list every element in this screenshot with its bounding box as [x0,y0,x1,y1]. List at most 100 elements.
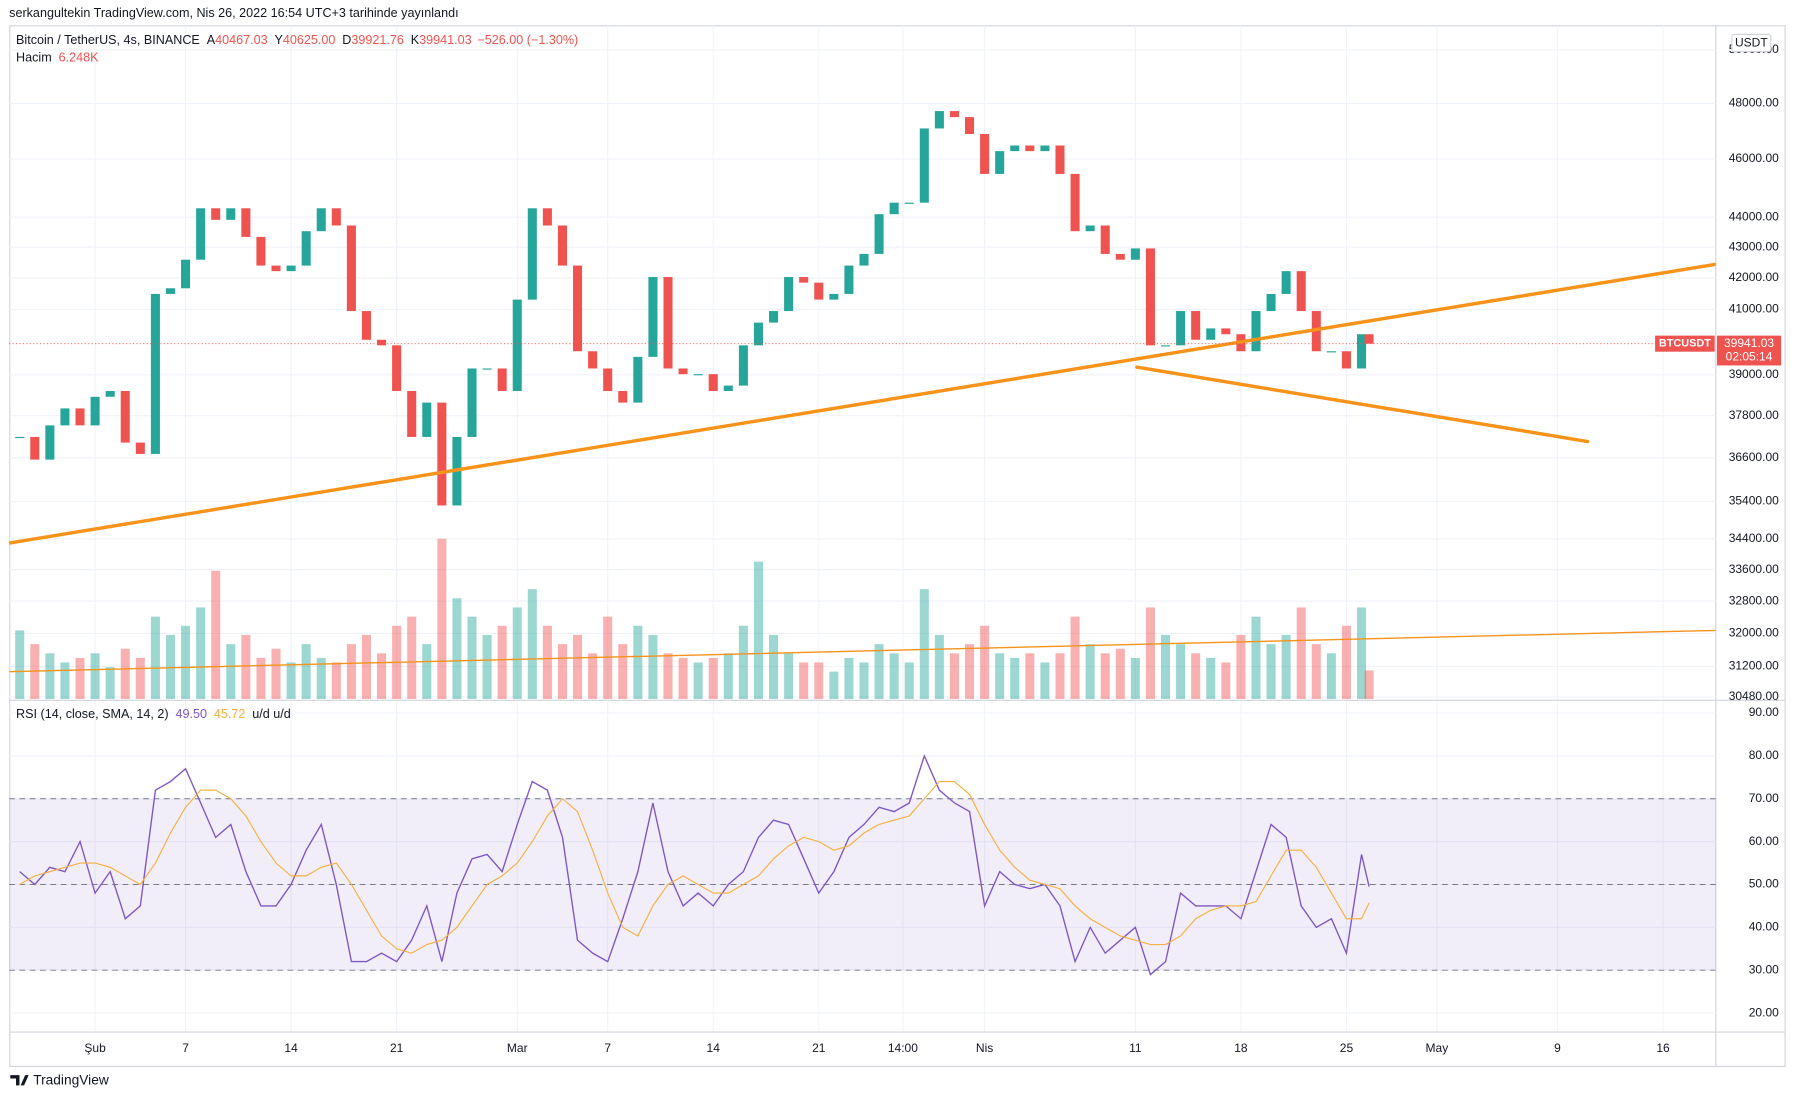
volume-bar [1296,607,1306,700]
frame [9,25,1786,1068]
y-tick-label: 31200.00 [1729,659,1779,673]
candle [949,111,959,118]
price-legend: Bitcoin / TetherUS, 4s, BINANCE A40467.03… [16,34,578,48]
volume-bar [784,653,794,700]
candle [633,356,643,403]
candle [904,202,914,204]
volume-bar [753,561,763,700]
volume-bar [633,625,643,700]
candle [120,391,130,443]
volume-bar [286,662,296,700]
volume-bar [1100,653,1110,700]
volume-bar [301,644,311,700]
ohlc-key: K [411,34,420,48]
x-tick-label: 14 [707,1041,721,1055]
candle [377,339,387,346]
candle [980,134,990,174]
candle [753,322,763,346]
volume-bar [1266,644,1276,700]
candle [1070,173,1080,232]
volume-bar [1357,607,1367,700]
volume-bar [407,616,417,700]
candle [648,277,658,357]
x-tick-label: Şub [84,1041,106,1055]
candle [557,225,567,266]
plot-layer: Şub71421Mar7142114:00Nis111825May9165000… [9,25,1782,1055]
candle [226,208,236,220]
ohlc-key: D [342,34,351,48]
candle [60,408,70,426]
volume-bar [377,653,387,700]
y-tick-label: 37800.00 [1729,408,1779,422]
candle [542,208,552,226]
change: −526.00 (−1.30%) [477,34,578,48]
candle [75,408,85,426]
volume-bar [422,644,432,700]
volume-bar [573,634,583,700]
last-price-label: 39941.03 [1724,336,1774,350]
candle [678,368,688,375]
candle [1100,225,1110,254]
volume-bar [1040,662,1050,700]
candle [1296,271,1306,312]
volume-bar [482,634,492,700]
candle [361,311,371,340]
volume-bar [1236,634,1246,700]
volume-trendline [9,629,1716,673]
y-tick-label: 48000.00 [1729,96,1779,110]
y-tick-label: 32800.00 [1729,593,1779,607]
candle [1221,328,1231,335]
volume-bar [678,657,688,700]
ohlc-value: 39921.76 [351,34,404,48]
footer-brand: TradingView [33,1072,109,1087]
volume-bar [949,653,959,700]
candle [15,436,25,439]
volume-bar [452,598,462,700]
candle [1145,248,1155,346]
y-tick-label: 39000.00 [1729,367,1779,381]
volume-bar [512,607,522,700]
volume-bar [1251,616,1261,700]
x-tick-label: 21 [390,1041,404,1055]
volume-bar [181,625,191,700]
candle [1206,328,1216,340]
volume-bar [105,667,115,700]
x-tick-label: 14 [284,1041,298,1055]
volume-bar [497,625,507,700]
candle [1130,248,1140,260]
candle [919,128,929,203]
y-tick-label: 90.00 [1749,705,1779,719]
legend-title: Hacim [16,51,52,65]
candle [135,442,145,454]
symbol-tag-label: BTCUSDT [1659,338,1711,350]
x-tick-label: 11 [1129,1041,1142,1055]
volume-bar [75,657,85,700]
y-tick-label: 80.00 [1749,748,1779,762]
candle [1040,145,1050,152]
volume-bar [1010,657,1020,700]
y-tick-label: 35400.00 [1729,494,1779,508]
x-tick-label: Mar [507,1041,528,1055]
candle [316,208,326,232]
rsi-band [9,798,1716,971]
y-tick-label: 70.00 [1749,791,1779,805]
volume-bar [226,644,236,700]
x-tick-label: 7 [182,1041,189,1055]
volume-bar [135,657,145,700]
currency-label: USDT [1735,36,1768,50]
y-tick-label: 32000.00 [1729,626,1779,640]
volume-bar [1176,644,1186,700]
rsi-legend: RSI (14, close, SMA, 14, 2) 49.50 45.72 u/d… [16,708,291,722]
volume-bar [814,662,824,700]
volume-bar [1206,657,1216,700]
ohlc-key: Y [274,34,283,48]
volume-bar [889,653,899,700]
rsi-pane [19,753,1370,976]
volume-bar [331,662,341,700]
volume-bar [859,662,869,700]
volume-bar [919,589,929,700]
volume-bar [663,653,673,700]
candle [165,288,176,294]
